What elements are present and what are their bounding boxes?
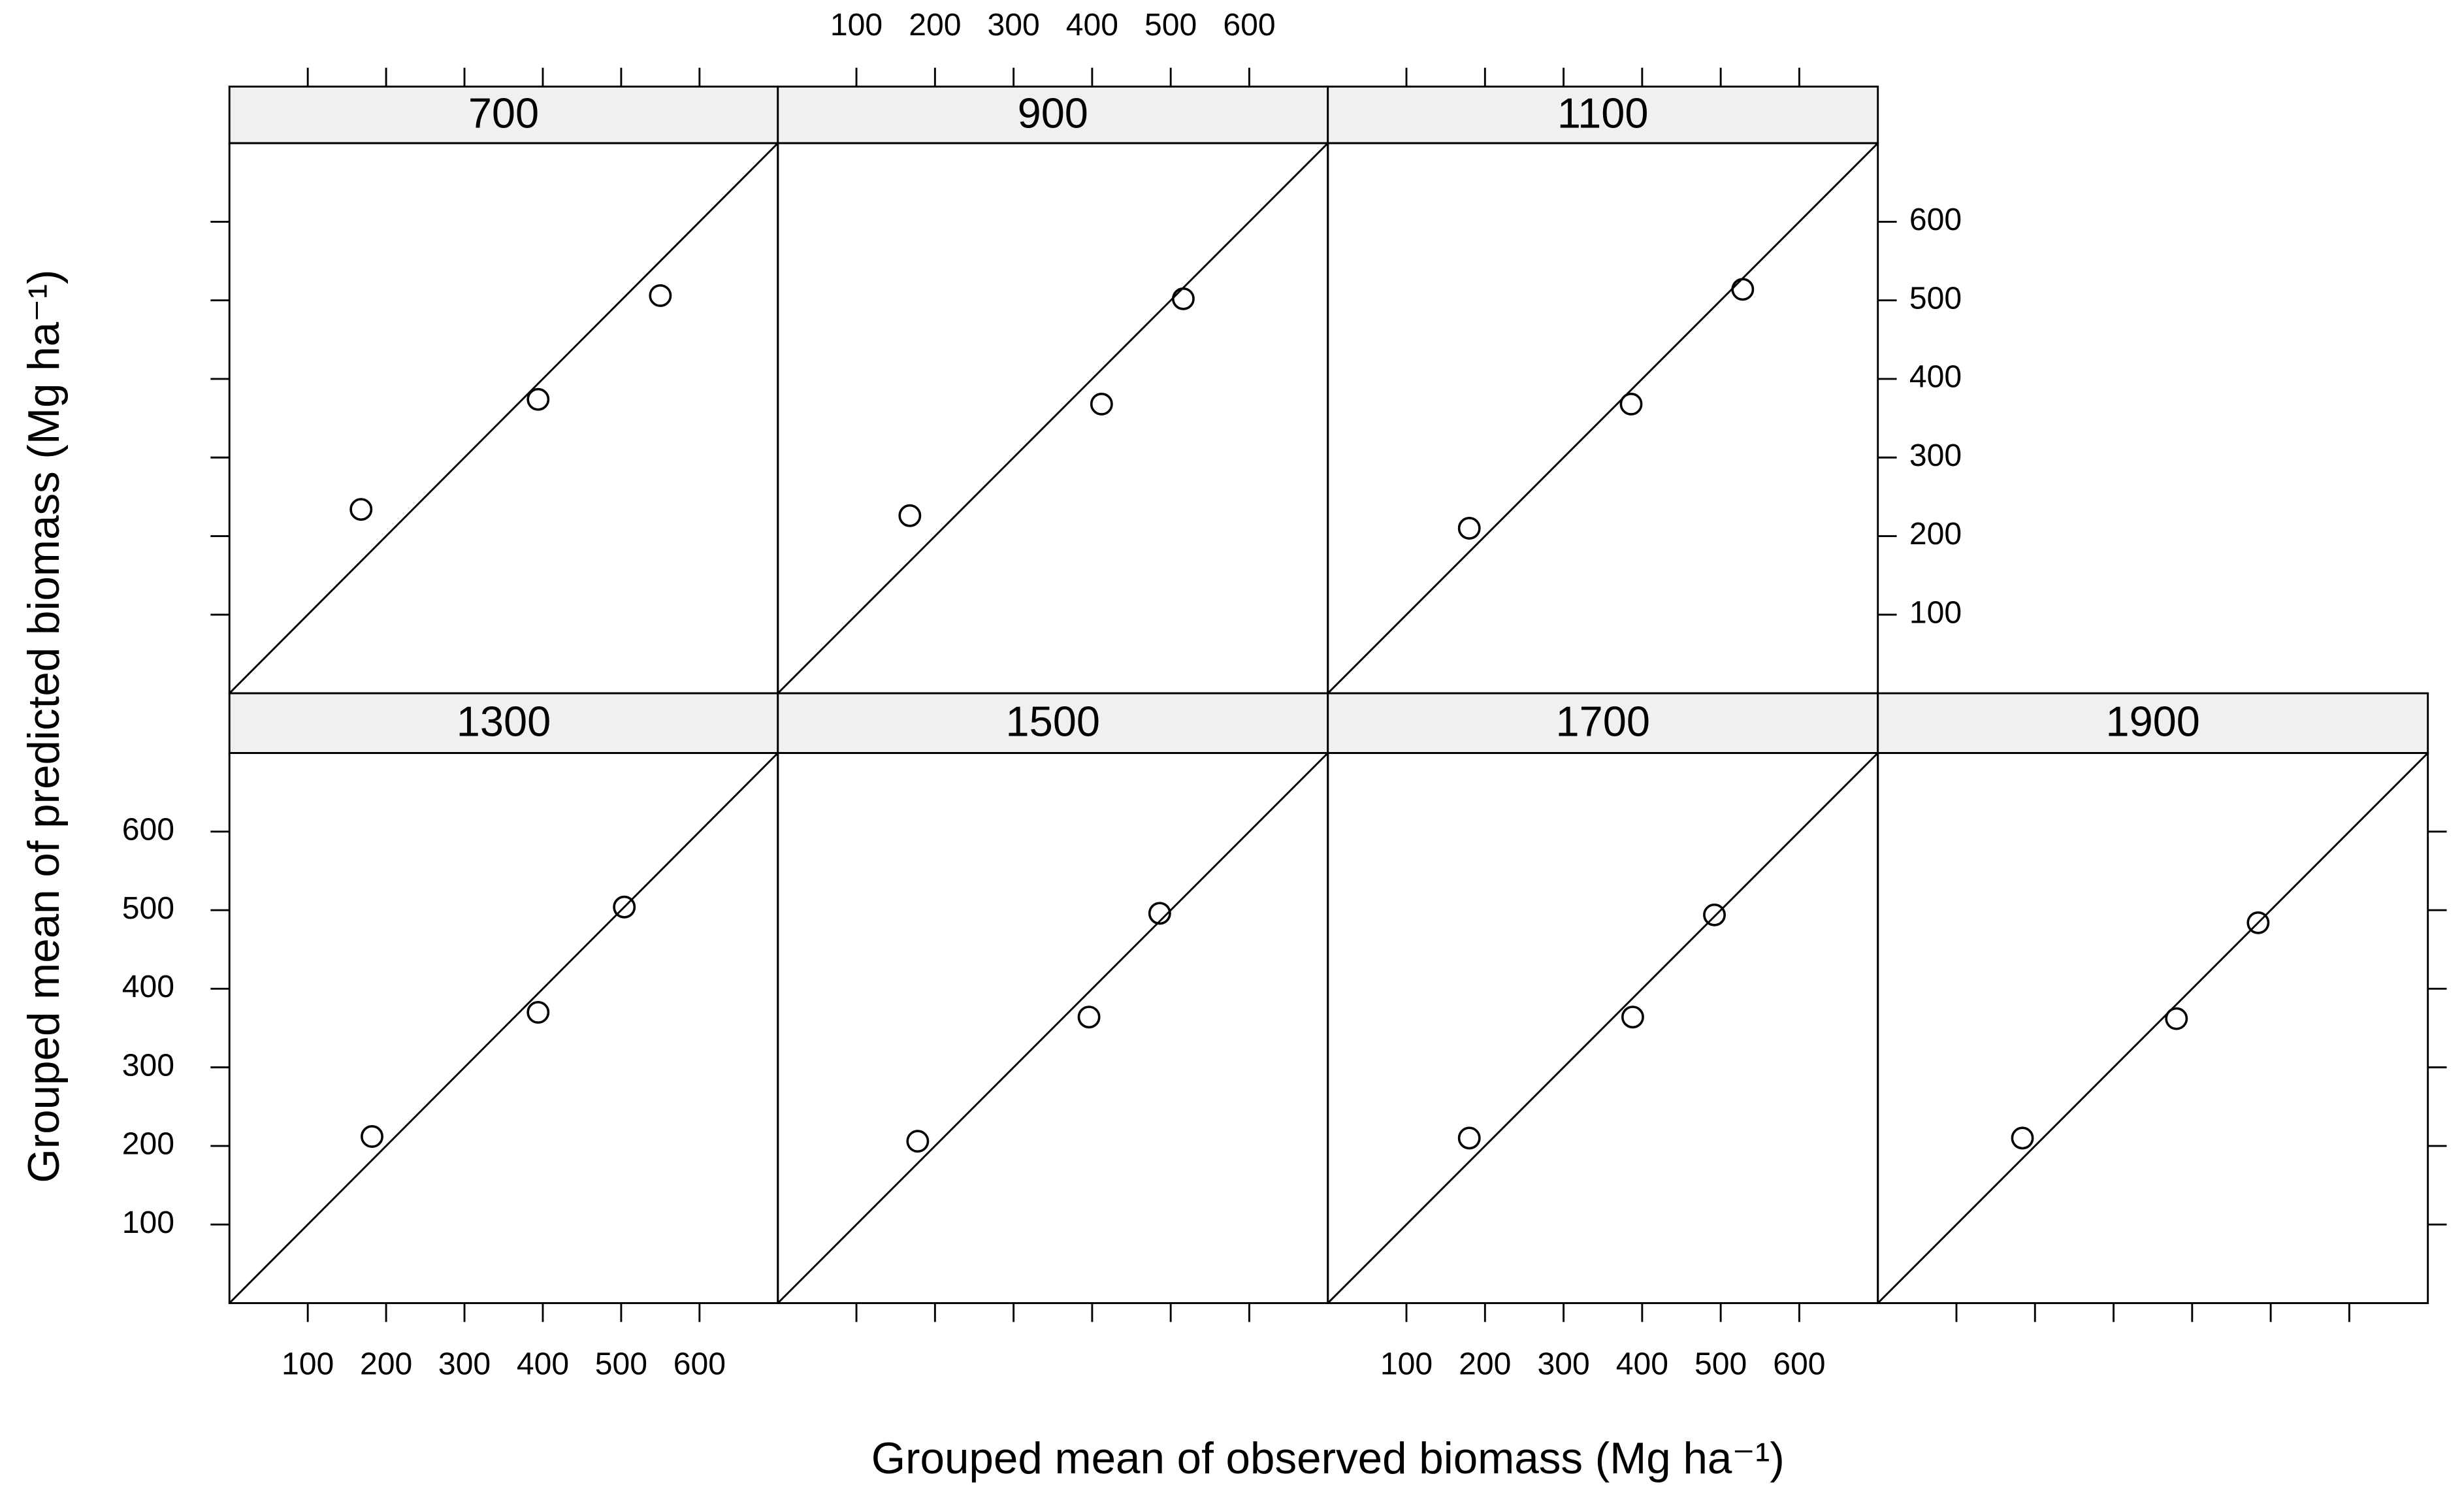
y-tick-label: 200 (1909, 516, 1962, 551)
y-tick-label: 100 (1909, 595, 1962, 630)
point (527, 1000, 550, 1024)
y-tick-label: 500 (1909, 280, 1962, 316)
y-tick-label: 300 (122, 1047, 174, 1083)
x-tick-label: 400 (1616, 1346, 1668, 1381)
identity-line (229, 142, 779, 695)
x-axis-title: Grouped mean of observed biomass (Mg ha⁻… (871, 1434, 1785, 1483)
point (906, 1130, 930, 1153)
point (1703, 903, 1726, 926)
y-tick-label: 200 (122, 1126, 174, 1162)
x-tick-label: 500 (1144, 7, 1197, 42)
point (2011, 1126, 2034, 1150)
strip-label: 1900 (2105, 697, 2199, 745)
point (2246, 911, 2270, 934)
strip (228, 86, 779, 144)
y-tick-label: 300 (1909, 438, 1962, 473)
identity-line (1327, 752, 1879, 1304)
strip-label: 1700 (1555, 697, 1649, 745)
point (361, 1125, 383, 1148)
strip (1327, 86, 1879, 144)
point (898, 504, 922, 527)
identity-line (1327, 142, 1879, 695)
strip (777, 86, 1329, 144)
x-tick-label: 100 (830, 7, 883, 42)
point (527, 387, 550, 411)
x-tick-label: 400 (1066, 7, 1118, 42)
x-tick-label: 200 (360, 1346, 412, 1381)
x-tick-label: 600 (673, 1346, 726, 1381)
point (1731, 278, 1755, 301)
x-tick-label: 400 (517, 1346, 569, 1381)
strip-label: 700 (468, 89, 539, 137)
point (1077, 1006, 1101, 1029)
strip (228, 692, 779, 754)
point (2165, 1007, 2188, 1030)
point (1171, 287, 1195, 310)
y-tick-label: 100 (122, 1205, 174, 1240)
strip-label: 900 (1018, 89, 1088, 137)
x-tick-label: 200 (909, 7, 961, 42)
y-tick-label: 400 (122, 969, 174, 1004)
x-tick-label: 200 (1459, 1346, 1511, 1381)
point (1457, 517, 1481, 540)
x-tick-label: 500 (595, 1346, 647, 1381)
point (613, 895, 636, 919)
identity-line (1877, 752, 2429, 1304)
strip-label: 1300 (457, 697, 551, 745)
x-tick-label: 300 (1537, 1346, 1589, 1381)
point (349, 498, 373, 521)
point (1619, 393, 1643, 416)
panel-frame (1877, 752, 2429, 1304)
x-tick-label: 100 (1380, 1346, 1433, 1381)
x-tick-label: 500 (1694, 1346, 1747, 1381)
point (1148, 902, 1171, 925)
x-tick-label: 100 (282, 1346, 334, 1381)
identity-line (229, 752, 779, 1304)
point (1457, 1126, 1481, 1150)
x-tick-label: 600 (1773, 1346, 1825, 1381)
strip-label: 1100 (1557, 89, 1649, 137)
point (649, 284, 672, 307)
strip-label: 1500 (1006, 697, 1100, 745)
point (1090, 393, 1113, 416)
x-tick-label: 300 (438, 1346, 491, 1381)
y-tick-label: 500 (122, 891, 174, 926)
y-axis-title: Grouped mean of predicted biomass (Mg ha… (20, 270, 69, 1183)
y-tick-label: 600 (1909, 202, 1962, 237)
strip (1877, 692, 2429, 754)
point (1621, 1006, 1644, 1029)
identity-line (777, 142, 1329, 695)
identity-line (777, 752, 1329, 1304)
strip (1327, 692, 1879, 754)
y-tick-label: 400 (1909, 359, 1962, 395)
x-tick-label: 600 (1223, 7, 1275, 42)
x-tick-label: 300 (987, 7, 1039, 42)
y-tick-label: 600 (122, 811, 174, 847)
